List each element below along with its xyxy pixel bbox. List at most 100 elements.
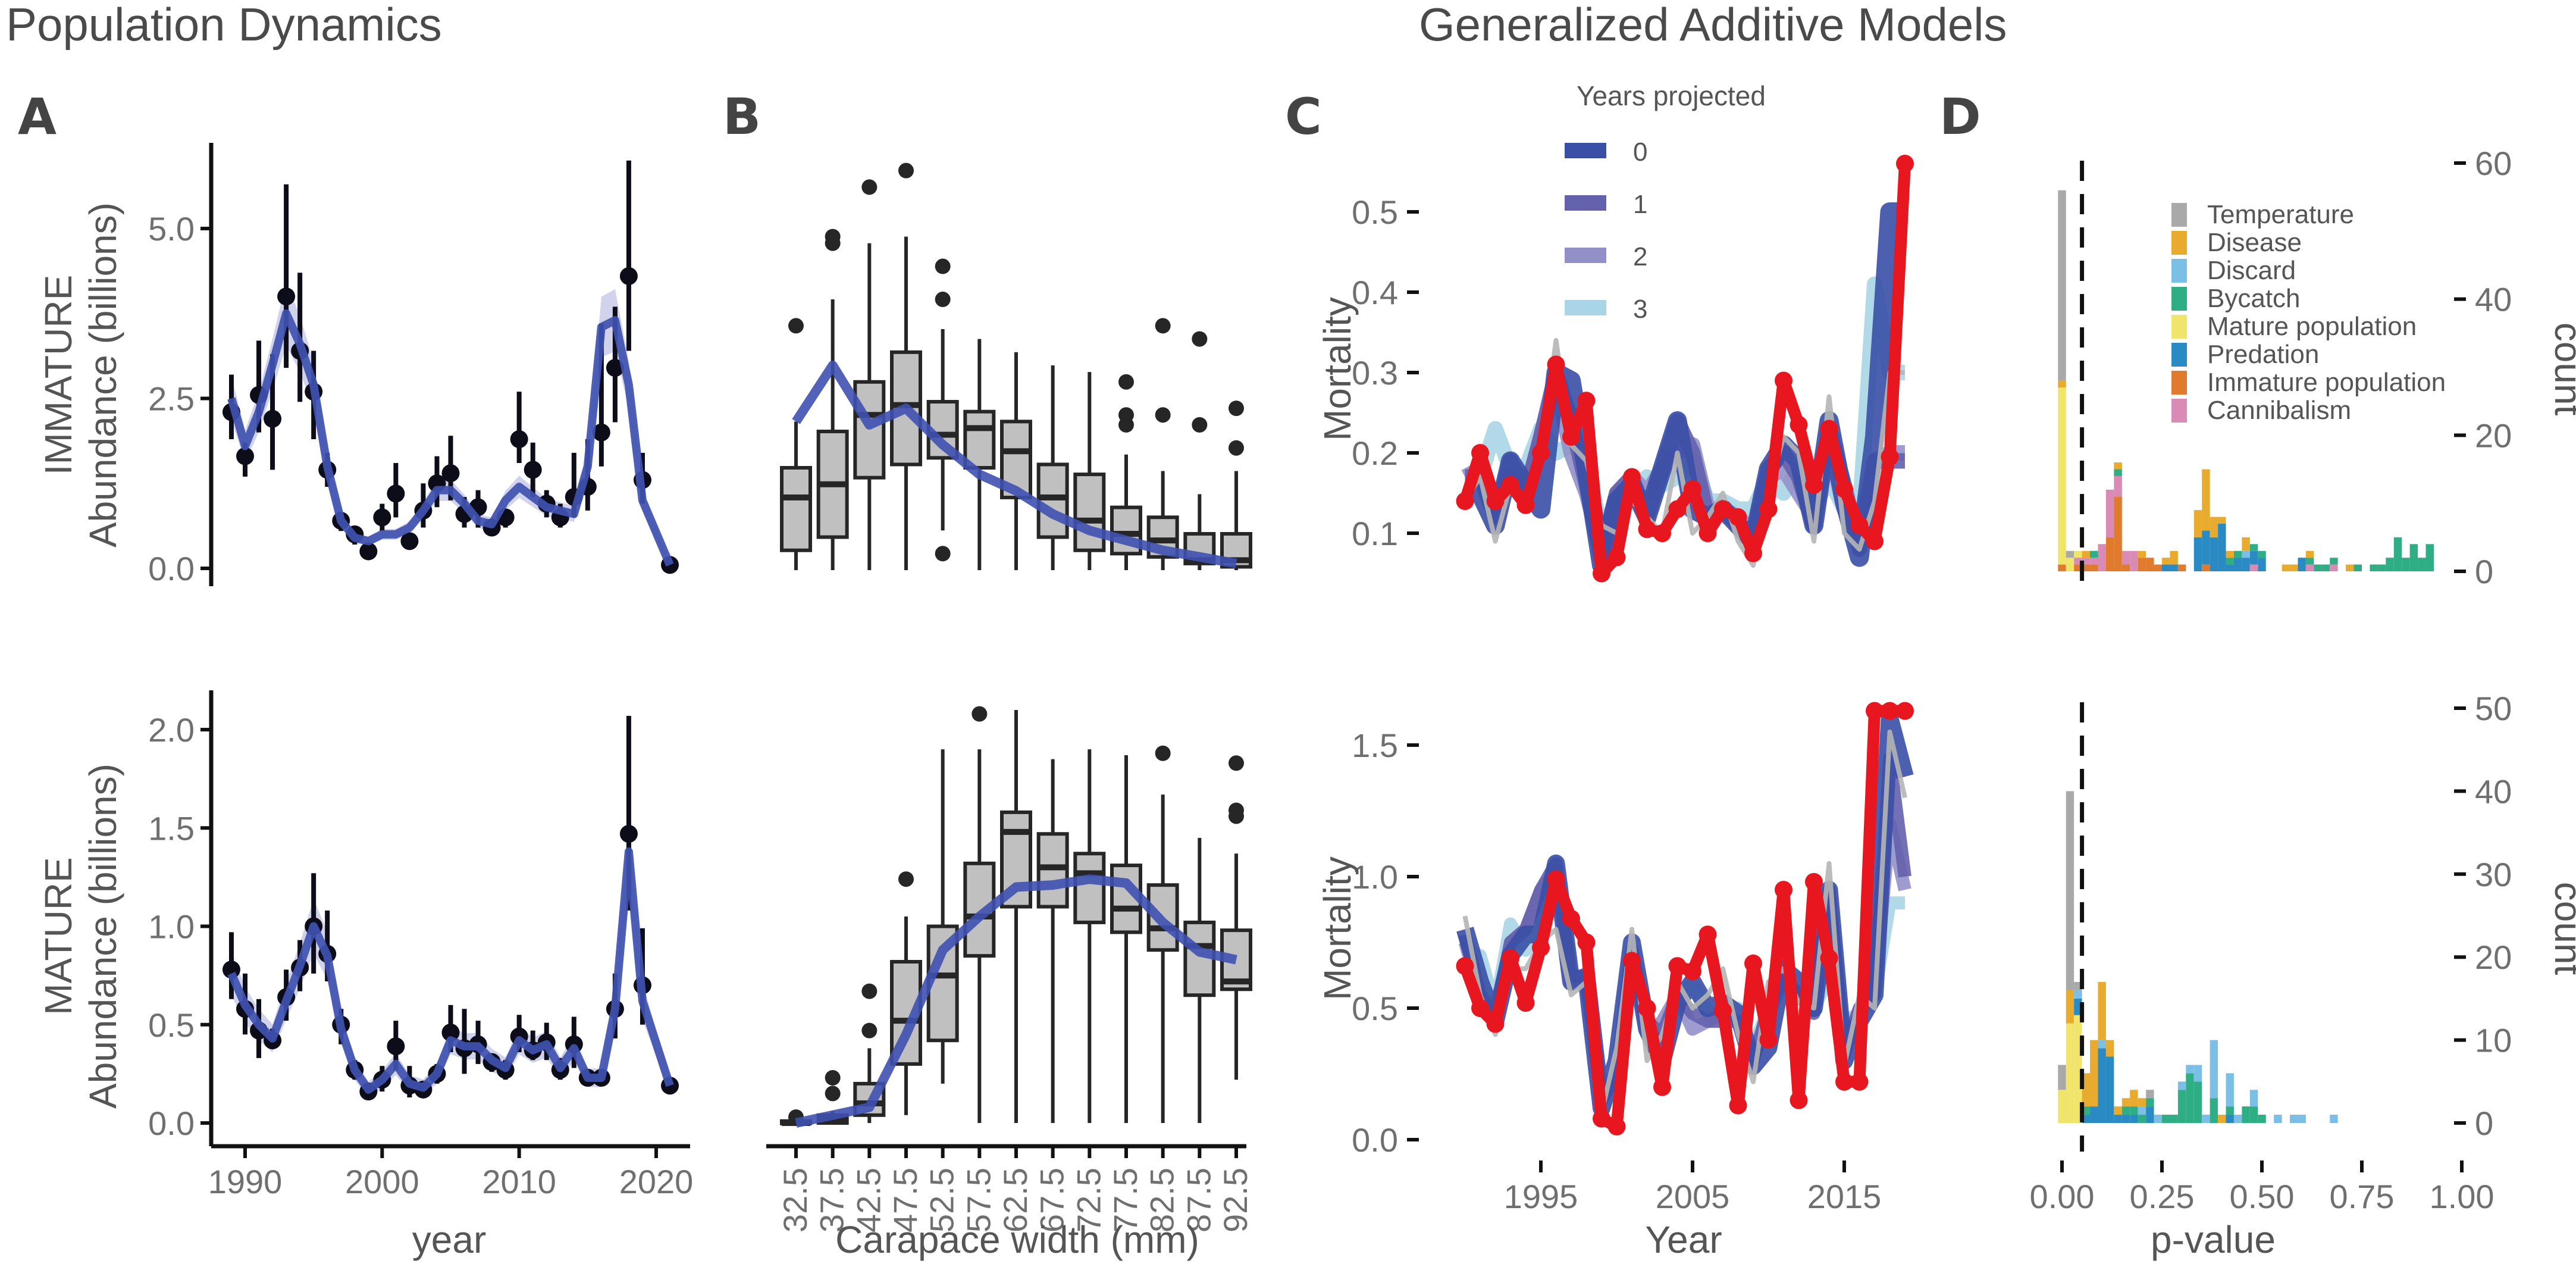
bar-segment-cannibalism: [2249, 564, 2258, 571]
series-point: [1668, 957, 1687, 975]
series-point: [1775, 881, 1792, 899]
outlier-point: [825, 1086, 841, 1102]
histogram-bin: [2154, 564, 2162, 571]
bar-segment-bycatch: [2233, 550, 2242, 558]
box-52.5: [926, 258, 959, 562]
legend-swatch: [2171, 399, 2187, 423]
bar-segment-immature-population: [2138, 558, 2146, 571]
outlier-point: [898, 871, 914, 887]
histogram-bin: [2121, 550, 2130, 571]
x-tick-label: 0.00: [2030, 1178, 2095, 1215]
bar-segment-predation: [2114, 1115, 2122, 1123]
histogram-bin: [2193, 1065, 2202, 1123]
box-52.5: [926, 749, 959, 1084]
bar-segment-predation: [2258, 558, 2266, 571]
title-generalized-additive-models: Generalized Additive Models: [1419, 0, 2007, 51]
outlier-point: [861, 983, 878, 999]
y-tick-label: 1.5: [1352, 727, 1398, 764]
bar-segment-bycatch: [2409, 544, 2418, 571]
histogram-bin: [2105, 1040, 2114, 1123]
bar-segment-bycatch: [2418, 558, 2426, 571]
bar-segment-immature-population: [2154, 564, 2162, 571]
bar-segment-temperature: [2058, 1065, 2066, 1090]
bar-segment-cannibalism: [2114, 476, 2122, 497]
bar-segment-bycatch: [2321, 564, 2330, 571]
x-tick-label: 2000: [345, 1163, 419, 1200]
legend-swatch: [1565, 195, 1606, 211]
series-point: [1698, 925, 1717, 944]
x-tick-label: 2005: [1656, 1178, 1730, 1215]
histogram-bin: [2114, 462, 2122, 571]
histogram-bin: [2282, 564, 2290, 571]
series-point: [1532, 939, 1550, 957]
fitted-line: [227, 309, 674, 567]
box-47.5: [890, 162, 922, 570]
legend-label: 3: [1633, 295, 1647, 324]
box-67.5: [1036, 759, 1069, 1123]
bar-segment-disease: [2226, 550, 2234, 558]
legend-swatch: [2171, 343, 2187, 367]
bar-segment-bycatch: [2402, 558, 2410, 571]
histogram-bin: [2121, 1098, 2130, 1123]
series-point: [1714, 500, 1732, 518]
histogram-bin: [2082, 550, 2091, 571]
histogram-bin: [2242, 537, 2250, 571]
bar-segment-disease: [2202, 469, 2210, 531]
y-tick-label: 40: [2475, 281, 2512, 318]
histogram-bin: [2218, 1115, 2226, 1123]
y-axis-title-line1: MATURE: [37, 857, 80, 1015]
y-tick-label: 0.5: [1352, 990, 1398, 1027]
bar-segment-bycatch: [2193, 1081, 2202, 1123]
legend-label: 1: [1633, 190, 1647, 219]
series-point: [1577, 933, 1596, 952]
series-point: [1729, 1096, 1747, 1115]
bar-segment-discard: [2186, 1065, 2194, 1074]
bar-segment-disease: [2114, 1106, 2122, 1115]
bar-segment-discard: [2226, 1073, 2234, 1107]
legend-label: Temperature: [2207, 200, 2354, 229]
bar-segment-disease: [2346, 564, 2354, 571]
x-tick-label: 52.5: [923, 1168, 961, 1233]
bar-segment-discard: [2098, 1040, 2106, 1049]
x-tick-label: 82.5: [1143, 1168, 1181, 1233]
series-point: [1547, 870, 1565, 889]
x-tick-label: 87.5: [1180, 1168, 1217, 1233]
histogram-bin: [2249, 1090, 2258, 1123]
bar-segment-immature-population: [2105, 537, 2114, 571]
bar-segment-discard: [2210, 1040, 2218, 1099]
x-tick-label: 0.50: [2230, 1178, 2295, 1215]
histogram-bin: [2226, 550, 2234, 571]
outlier-point: [1229, 440, 1244, 456]
histogram-bin: [2130, 1090, 2138, 1123]
legend-label: 0: [1633, 137, 1647, 167]
histogram-bin: [2066, 791, 2074, 1123]
bar-segment-predation: [2249, 550, 2258, 565]
legend-label: Immature population: [2207, 368, 2446, 397]
data-point: [387, 1037, 405, 1056]
panel-letter-d: D: [1939, 87, 1981, 146]
outlier-point: [1155, 318, 1171, 334]
y-tick-label: 0: [2475, 553, 2493, 590]
x-tick-label: 57.5: [960, 1168, 997, 1233]
y-tick-label: 0.5: [1352, 193, 1398, 231]
bar-segment-bycatch: [2393, 537, 2402, 571]
histogram-bin: [2218, 517, 2226, 571]
y-tick-label: 0.5: [148, 1006, 195, 1044]
x-tick-label: 62.5: [996, 1168, 1034, 1233]
legend-swatch: [2171, 203, 2187, 227]
series-point: [1516, 994, 1535, 1012]
series-point: [1456, 957, 1474, 975]
bar-segment-bycatch: [2330, 558, 2338, 565]
histogram-bin: [2402, 558, 2410, 571]
series-point: [1593, 1109, 1610, 1128]
x-axis-title: p-value: [2151, 1218, 2276, 1261]
box: [1073, 473, 1106, 552]
x-tick-label: 37.5: [813, 1168, 851, 1233]
legend-label: 2: [1633, 242, 1647, 271]
bar-segment-discard: [2298, 1115, 2306, 1123]
series-point: [1486, 492, 1505, 510]
y-axis-title: count: [2547, 323, 2576, 416]
series-point: [1486, 1015, 1505, 1033]
box: [1073, 852, 1106, 924]
bar-segment-temperature: [2146, 1090, 2154, 1099]
